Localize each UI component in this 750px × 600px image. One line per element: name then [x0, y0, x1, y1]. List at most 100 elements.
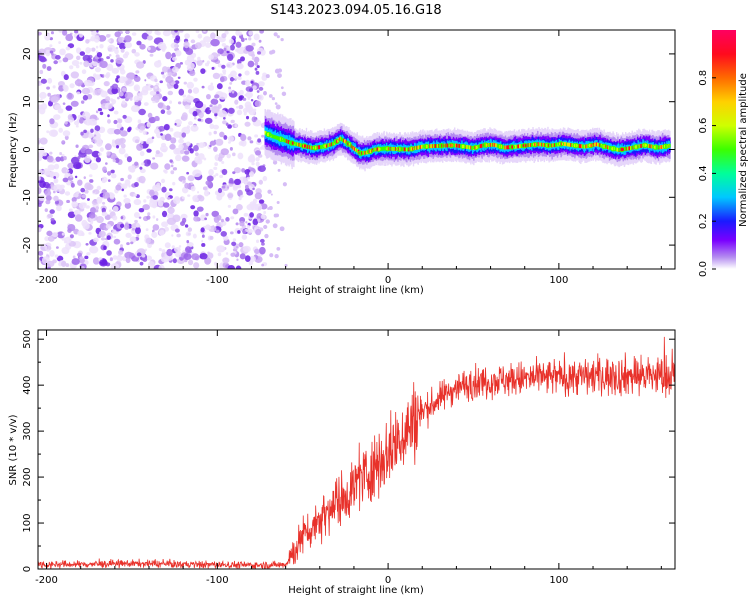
noise-blob [53, 163, 60, 170]
noise-blob [171, 245, 175, 249]
noise-blob [161, 186, 167, 193]
noise-blob [149, 53, 154, 57]
noise-blob [238, 242, 244, 247]
noise-blob [95, 209, 99, 213]
noise-blob [187, 259, 194, 266]
noise-blob [160, 71, 165, 75]
noise-blob [239, 89, 244, 95]
noise-blob [111, 87, 118, 95]
noise-blob [235, 204, 243, 211]
noise-blob [45, 49, 51, 57]
noise-blob [209, 107, 212, 111]
noise-blob [55, 156, 61, 162]
noise-blob [105, 96, 111, 102]
noise-blob [113, 235, 117, 239]
noise-blob [74, 175, 78, 179]
noise-blob [228, 183, 233, 187]
noise-blob [162, 95, 168, 102]
noise-blob [88, 245, 99, 254]
noise-blob [240, 227, 244, 232]
noise-blob [106, 171, 112, 176]
noise-blob [145, 140, 151, 145]
noise-blob [149, 189, 155, 197]
noise-blob [40, 98, 43, 101]
ridge-core [304, 144, 307, 149]
noise-blob [53, 195, 59, 202]
noise-blob [39, 244, 48, 252]
noise-blob [249, 88, 253, 92]
noise-blob [88, 174, 93, 178]
noise-blob [261, 134, 265, 138]
noise-blob [93, 237, 99, 243]
noise-blob [240, 37, 245, 43]
noise-blob [173, 83, 179, 89]
noise-blob [231, 241, 237, 247]
ridge-core [299, 143, 301, 147]
noise-blob [94, 130, 97, 134]
noise-blob [204, 190, 210, 197]
noise-blob [65, 105, 73, 111]
noise-blob [254, 67, 258, 71]
noise-blob [212, 124, 220, 130]
noise-blob [270, 193, 273, 196]
noise-blob [235, 41, 242, 48]
noise-blob [147, 112, 153, 118]
noise-blob [215, 229, 220, 234]
noise-blob [70, 156, 80, 165]
noise-blob [228, 38, 234, 44]
noise-blob [145, 228, 149, 232]
noise-blob [166, 248, 173, 257]
noise-blob [63, 74, 69, 81]
noise-blob [264, 233, 269, 239]
noise-blob [216, 193, 223, 201]
noise-blob [171, 234, 174, 237]
noise-blob [189, 148, 194, 154]
noise-blob [101, 211, 108, 217]
noise-blob [152, 195, 158, 200]
noise-blob [181, 132, 187, 138]
noise-blob [194, 100, 204, 109]
ridge-core [279, 137, 282, 141]
noise-blob [106, 56, 110, 60]
noise-blob [124, 179, 131, 186]
noise-blob [217, 110, 228, 118]
ridge-core [273, 134, 275, 139]
noise-blob [142, 204, 150, 211]
noise-blob [169, 143, 176, 150]
noise-blob [147, 46, 151, 51]
noise-blob [248, 156, 253, 160]
noise-blob [62, 130, 71, 137]
noise-blob [198, 142, 206, 148]
noise-blob [119, 69, 126, 75]
noise-blob [192, 87, 200, 94]
noise-blob [165, 76, 174, 84]
noise-blob [152, 224, 160, 231]
noise-blob [47, 213, 53, 219]
noise-blob [120, 48, 125, 53]
ridge-core [279, 136, 281, 141]
noise-blob [158, 264, 165, 269]
noise-blob [262, 72, 267, 77]
noise-blob [214, 261, 218, 266]
noise-blob [234, 75, 238, 80]
noise-blob [70, 100, 79, 107]
noise-blob [249, 212, 254, 218]
noise-blob [46, 230, 53, 237]
noise-blob [161, 249, 166, 254]
ridge-halo [299, 139, 302, 146]
noise-blob [94, 74, 101, 80]
noise-blob [230, 119, 235, 124]
noise-blob [204, 217, 208, 221]
noise-blob [181, 112, 188, 120]
noise-blob [170, 42, 179, 49]
noise-blob [190, 205, 196, 210]
noise-blob [254, 203, 263, 212]
noise-blob [216, 214, 222, 221]
noise-blob [254, 62, 259, 66]
noise-blob [64, 236, 72, 244]
noise-blob [186, 239, 190, 244]
noise-blob [150, 85, 154, 89]
noise-blob [252, 187, 255, 191]
noise-blob [216, 83, 223, 90]
